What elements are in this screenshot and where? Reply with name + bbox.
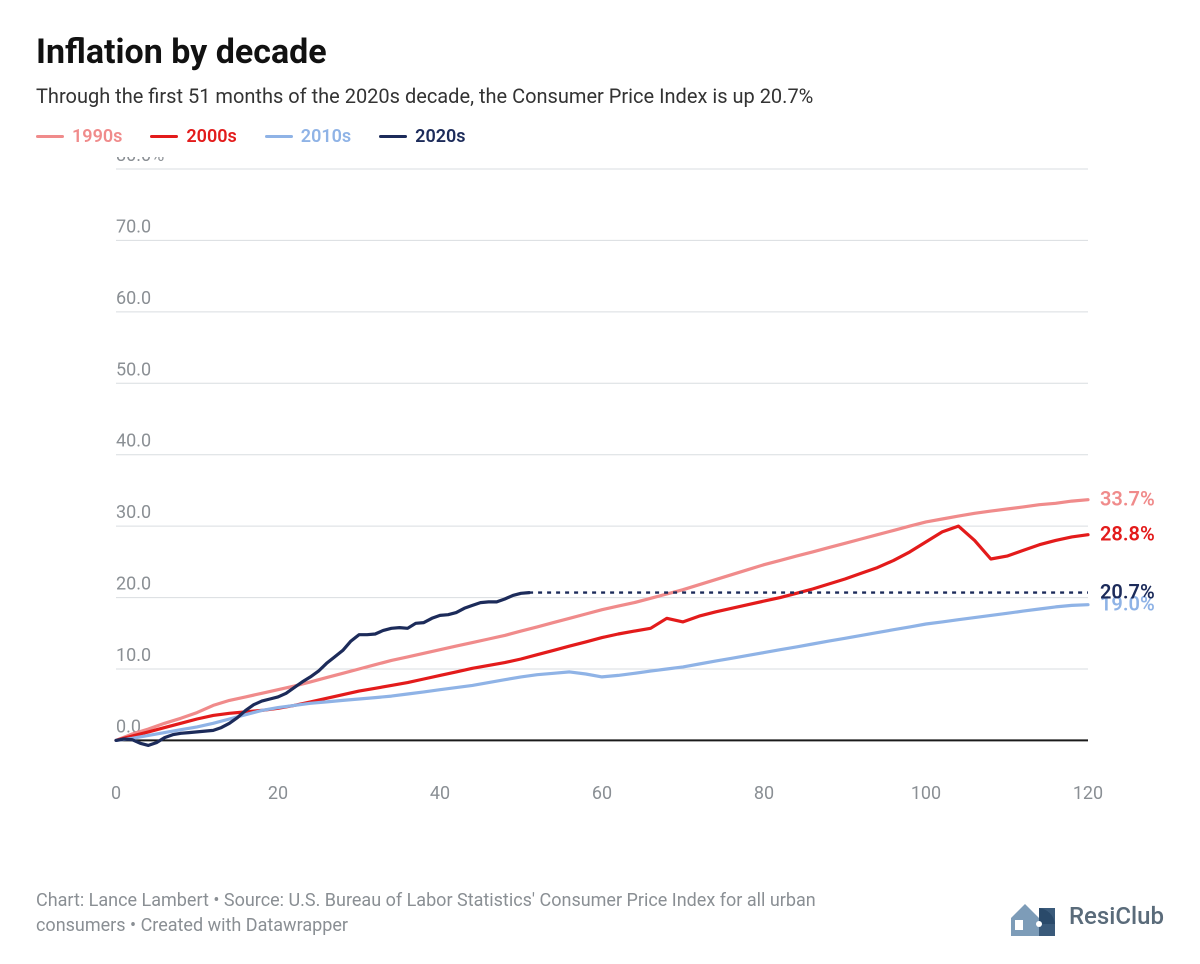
y-tick-label: 70.0 [116,216,151,237]
x-tick-label: 0 [111,783,121,804]
y-tick-label: 40.0 [116,431,151,452]
y-tick-label: 80.0% [116,157,164,166]
x-tick-label: 60 [592,783,612,804]
legend-swatch [265,135,293,138]
chart-subtitle: Through the first 51 months of the 2020s… [36,84,1164,108]
series-end-label: 20.7% [1100,580,1155,604]
y-tick-label: 30.0 [116,502,151,523]
y-tick-label: 20.0 [116,574,151,595]
x-tick-label: 100 [911,783,941,804]
legend-swatch [150,135,178,138]
series-line [116,526,1088,740]
legend-item: 2000s [150,126,236,147]
legend-item: 2020s [379,126,465,147]
legend-item: 2010s [265,126,351,147]
legend-label: 1990s [72,126,122,147]
x-tick-label: 80 [754,783,774,804]
legend-label: 2010s [301,126,351,147]
series-end-label: 28.8% [1100,522,1155,546]
chart-title: Inflation by decade [36,32,1164,72]
line-chart: 0.010.020.030.040.050.060.070.080.0%0204… [36,157,1164,827]
y-tick-label: 60.0 [116,288,151,309]
legend-swatch [36,135,64,138]
x-tick-label: 120 [1073,783,1103,804]
legend: 1990s 2000s 2010s 2020s [36,126,1164,147]
source-attribution: Chart: Lance Lambert • Source: U.S. Bure… [36,889,906,938]
x-tick-label: 20 [268,783,288,804]
series-line [116,605,1088,741]
legend-label: 2000s [186,126,236,147]
series-end-label: 33.7% [1100,487,1155,511]
chart-area: 0.010.020.030.040.050.060.070.080.0%0204… [36,157,1164,827]
y-tick-label: 10.0 [116,645,151,666]
y-tick-label: 50.0 [116,359,151,380]
legend-item: 1990s [36,126,122,147]
legend-label: 2020s [415,126,465,147]
x-tick-label: 40 [430,783,450,804]
series-line [116,500,1088,741]
brand-logo: ResiClub [1005,894,1164,938]
brand-name: ResiClub [1069,902,1164,930]
legend-swatch [379,135,407,138]
